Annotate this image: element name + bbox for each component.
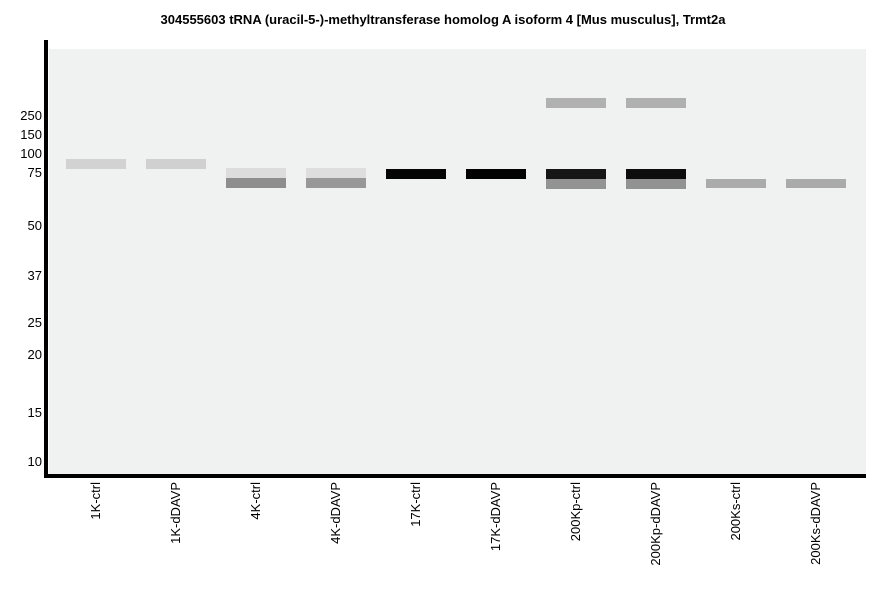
gel-band xyxy=(546,98,606,108)
y-tick-label: 250 xyxy=(20,108,42,123)
x-lane-label: 4K-dDAVP xyxy=(328,482,343,544)
gel-band xyxy=(546,179,606,189)
y-tick-label: 75 xyxy=(27,165,42,180)
gel-band xyxy=(626,169,686,179)
gel-band xyxy=(146,159,206,169)
x-lane-label: 1K-dDAVP xyxy=(168,482,183,544)
figure-title: 304555603 tRNA (uracil-5-)-methyltransfe… xyxy=(160,12,726,27)
x-lane-label: 1K-ctrl xyxy=(88,482,103,520)
y-tick-label: 50 xyxy=(27,218,42,233)
plot-area xyxy=(49,49,866,475)
y-tick-label: 37 xyxy=(27,268,42,283)
gel-band xyxy=(226,168,286,178)
x-lane-label: 200Kp-dDAVP xyxy=(648,482,663,566)
x-axis-spine xyxy=(44,474,866,478)
y-tick-label: 100 xyxy=(20,146,42,161)
gel-band xyxy=(626,98,686,108)
y-tick-label: 20 xyxy=(27,347,42,362)
x-lane-label: 17K-ctrl xyxy=(408,482,423,527)
y-tick-label: 25 xyxy=(27,315,42,330)
gel-band xyxy=(306,168,366,178)
x-lane-label: 4K-ctrl xyxy=(248,482,263,520)
x-lane-label: 17K-dDAVP xyxy=(488,482,503,552)
y-tick-label: 10 xyxy=(27,454,42,469)
y-tick-label: 15 xyxy=(27,405,42,420)
gel-band xyxy=(466,169,526,179)
gel-band xyxy=(386,169,446,179)
x-lane-label: 200Kp-ctrl xyxy=(568,482,583,542)
gel-band xyxy=(626,179,686,189)
gel-band xyxy=(226,178,286,188)
gel-band xyxy=(786,179,846,188)
gel-band xyxy=(66,159,126,169)
x-lane-label: 200Ks-ctrl xyxy=(728,482,743,541)
y-tick-label: 150 xyxy=(20,127,42,142)
y-axis-spine xyxy=(44,40,48,478)
x-lane-label: 200Ks-dDAVP xyxy=(808,482,823,565)
gel-band xyxy=(706,179,766,188)
gel-band xyxy=(546,169,606,179)
gel-band xyxy=(306,178,366,188)
